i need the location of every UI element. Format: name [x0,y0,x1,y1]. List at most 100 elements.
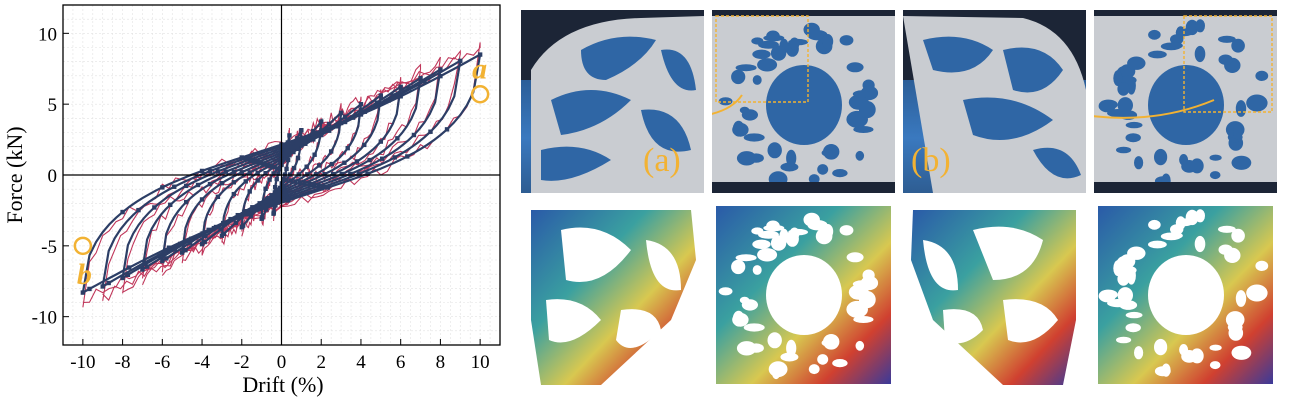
simulated-marker [248,189,252,193]
x-tick-label: -2 [234,352,250,373]
simulated-marker [160,259,164,263]
lattice-hole [772,364,781,379]
simulated-marker [136,208,140,212]
lattice-hole [1126,312,1143,318]
simulated-marker [359,112,363,116]
simulated-marker [232,192,236,196]
simulated-marker [412,133,416,137]
lattice-hole [1100,290,1118,300]
simulated-marker [330,162,334,166]
simulated-marker [240,155,244,159]
simulated-marker [260,215,264,219]
lattice-hole [1134,346,1143,359]
x-tick-label: 0 [277,352,287,373]
lattice-hole [1232,346,1252,360]
annotation-label-b: b [77,258,92,291]
simulated-marker [183,248,187,252]
simulated-marker [246,212,250,216]
lattice-hole [1127,247,1145,260]
stress-contour-closeup-a [521,200,704,390]
lattice-hole [1219,245,1233,255]
simulated-marker [312,153,316,157]
simulated-marker [164,256,168,260]
lattice-hole [859,291,876,308]
stress-contour-full-b [1094,200,1277,390]
lattice-hole [1148,220,1161,230]
simulated-marker [362,143,366,147]
x-tick-label: 4 [356,352,366,373]
lattice-hole [786,340,796,357]
y-tick-label: -10 [32,308,57,329]
lattice-hole [832,359,847,367]
simulated-marker [379,139,383,143]
y-tick-label: 10 [38,24,57,45]
simulated-marker [196,183,200,187]
simulated-marker [200,169,204,173]
simulated-marker [200,197,204,201]
simulated-marker [267,177,271,181]
lattice-hole [757,248,777,261]
lattice-hole [1162,364,1171,377]
simulated-marker [240,170,244,174]
lattice-hole [1154,339,1167,355]
lattice-hole [1113,260,1122,276]
simulated-marker [241,223,245,227]
lattice-hole [1231,229,1245,243]
lattice-hole [744,323,765,331]
lattice-hole [736,254,757,261]
simulated-marker [380,157,384,161]
lattice-hole [732,313,748,327]
simulated-marker [305,172,309,176]
simulated-marker [224,170,228,174]
lattice-hole [822,224,833,239]
lattice-hole [766,255,842,335]
y-tick-label: -5 [41,237,57,258]
lattice-hole [1246,285,1267,302]
simulated-marker [152,205,156,209]
lattice-hole [847,252,864,262]
simulated-marker [317,163,321,167]
photo-full-a [712,10,895,193]
simulated-marker [346,146,350,150]
simulated-marker [167,245,171,249]
simulated-marker [445,127,449,131]
lattice-hole [1195,236,1206,252]
simulation-closeup-a [521,200,704,390]
lattice-hole [719,287,733,295]
lattice-hole [740,297,750,304]
lattice-hole [1148,255,1224,335]
simulated-marker [284,177,288,181]
photo-full-b [1094,10,1277,193]
lattice-hole [731,260,745,274]
simulated-marker [296,156,300,160]
x-tick-label: 2 [316,352,326,373]
simulated-marker [342,161,346,165]
lattice-hole [1119,300,1137,310]
zoom-box-a [712,10,895,193]
photo-label-a: (a) [643,142,681,180]
simulated-marker [244,179,248,183]
simulated-marker [172,185,176,189]
lattice-hole [753,265,762,275]
simulated-marker [206,228,210,232]
lattice-hole [752,240,770,249]
simulated-marker [263,187,267,191]
annotation-marker-b [75,238,91,254]
simulated-marker [304,165,308,169]
simulated-marker [106,281,110,285]
lattice-hole [840,225,854,235]
photo-closeup-b: (b) [903,10,1086,193]
simulated-marker [379,93,383,97]
x-tick-label: 8 [436,352,446,373]
simulated-marker [405,154,409,158]
simulated-marker [331,172,335,176]
x-tick-label: -6 [154,352,170,373]
simulated-marker [101,284,105,288]
simulated-marker [355,159,359,163]
simulated-marker [232,170,236,174]
simulated-marker [458,59,462,63]
lattice-hole [1236,290,1246,307]
simulated-marker [287,133,291,137]
simulated-marker [395,136,399,140]
